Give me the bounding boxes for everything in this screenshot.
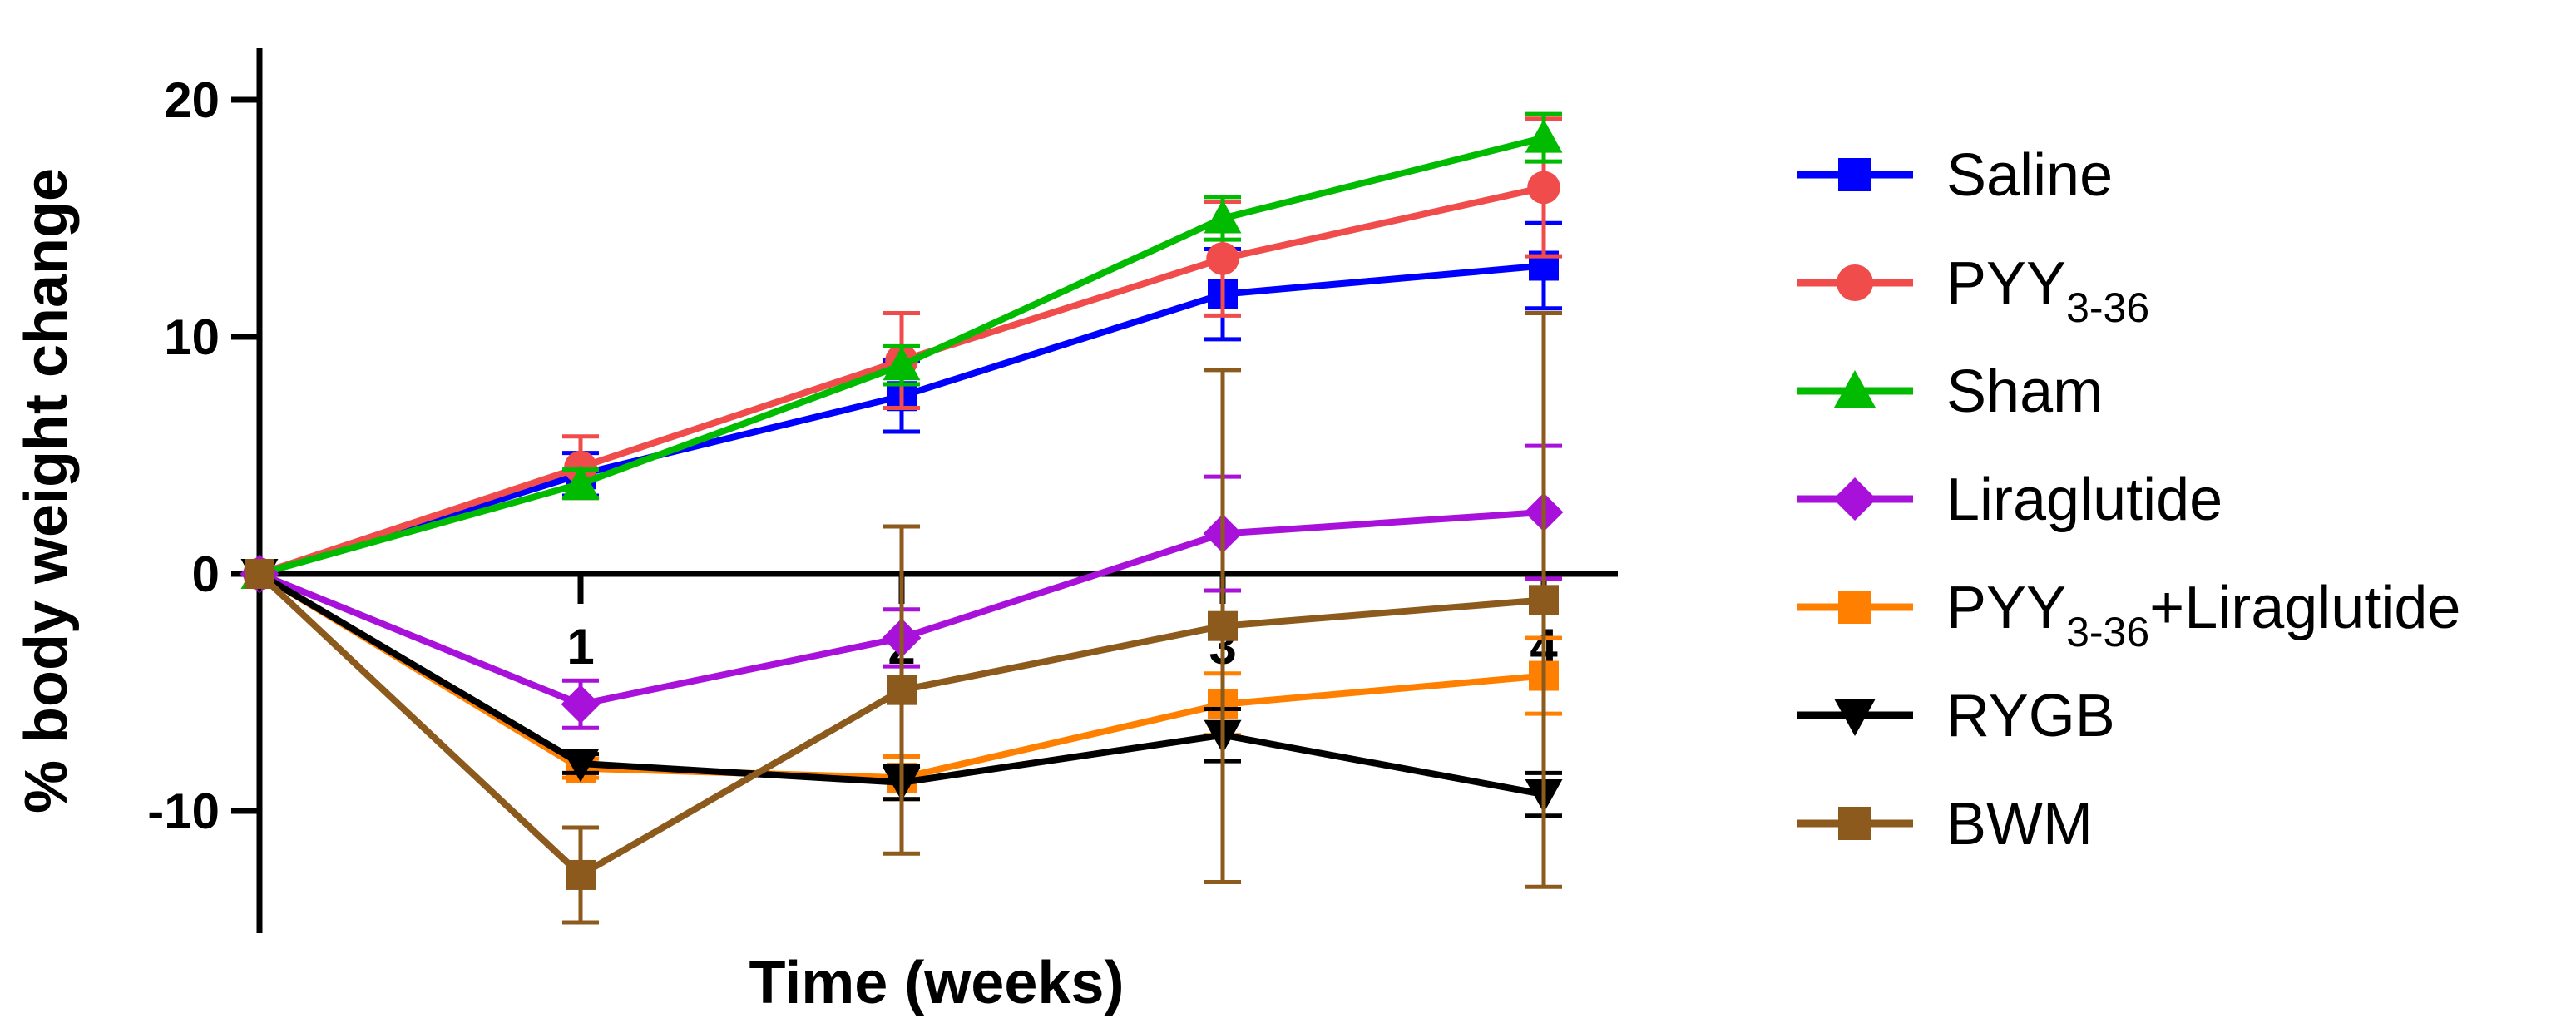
data-point	[1206, 242, 1239, 275]
legend-item: PYY3-36	[1797, 250, 2149, 331]
x-axis-title: Time (weeks)	[749, 950, 1125, 1016]
legend-label: Liraglutide	[1946, 467, 2222, 533]
legend-label-main: RYGB	[1946, 683, 2115, 749]
axes	[256, 48, 1618, 933]
series-bwm	[245, 311, 1562, 925]
legend-swatch-marker	[1833, 477, 1876, 521]
legend-label-main: Sham	[1946, 358, 2103, 425]
legend-label-main: Saline	[1946, 142, 2113, 209]
data-point	[1208, 610, 1238, 641]
legend-item: BWM	[1797, 791, 2093, 857]
y-tick-label: -10	[147, 783, 220, 839]
data-point	[561, 685, 601, 724]
legend-label: Sham	[1946, 358, 2103, 425]
series-sham	[240, 111, 1563, 589]
y-axis-title: % body weight change	[13, 168, 80, 813]
legend-item: Liraglutide	[1797, 467, 2222, 533]
legend-label-main: BWM	[1946, 791, 2093, 857]
data-point	[561, 465, 600, 499]
data-point	[1527, 171, 1560, 205]
legend: SalinePYY3-36ShamLiraglutidePYY3-36+Lira…	[1797, 142, 2460, 857]
data-point	[1529, 585, 1559, 615]
legend-label-main: PYY	[1946, 250, 2066, 317]
legend-label-subscript: 3-36	[2066, 609, 2149, 655]
legend-label-subscript: 3-36	[2066, 284, 2149, 331]
y-tick-label: 20	[164, 72, 220, 128]
data-point	[1525, 119, 1563, 153]
legend-swatch-marker	[1838, 591, 1871, 624]
y-tick-label: 10	[164, 309, 220, 365]
legend-label: PYY3-36+Liraglutide	[1946, 575, 2460, 655]
legend-swatch-marker	[1838, 158, 1871, 191]
data-point	[887, 675, 917, 705]
legend-label: RYGB	[1946, 683, 2115, 749]
legend-item: PYY3-36+Liraglutide	[1797, 575, 2460, 655]
data-point	[566, 859, 596, 890]
legend-label-main: PYY	[1946, 575, 2066, 641]
legend-swatch-marker	[1834, 699, 1876, 736]
legend-label: BWM	[1946, 791, 2093, 857]
data-point	[1204, 200, 1242, 234]
x-tick-label: 1	[566, 619, 594, 675]
data-point	[561, 749, 600, 783]
legend-item: RYGB	[1797, 683, 2115, 749]
legend-swatch-marker	[1834, 370, 1876, 408]
legend-label: PYY3-36	[1946, 250, 2149, 331]
data-point	[883, 346, 921, 381]
legend-item: Sham	[1797, 358, 2103, 425]
y-ticks: -10 0 10 20	[147, 72, 260, 839]
legend-item: Saline	[1797, 142, 2113, 209]
data-point	[245, 559, 274, 589]
legend-label: Saline	[1946, 142, 2113, 209]
legend-label-suffix: +Liraglutide	[2149, 575, 2460, 641]
y-tick-label: 0	[192, 546, 220, 602]
legend-swatch-marker	[1837, 264, 1873, 301]
series-layer	[240, 111, 1564, 925]
legend-swatch-marker	[1838, 807, 1871, 840]
legend-label-main: Liraglutide	[1946, 467, 2222, 533]
